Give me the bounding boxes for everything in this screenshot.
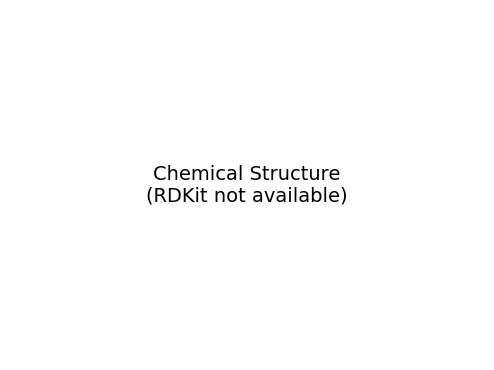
- Text: Chemical Structure
(RDKit not available): Chemical Structure (RDKit not available): [146, 165, 348, 205]
